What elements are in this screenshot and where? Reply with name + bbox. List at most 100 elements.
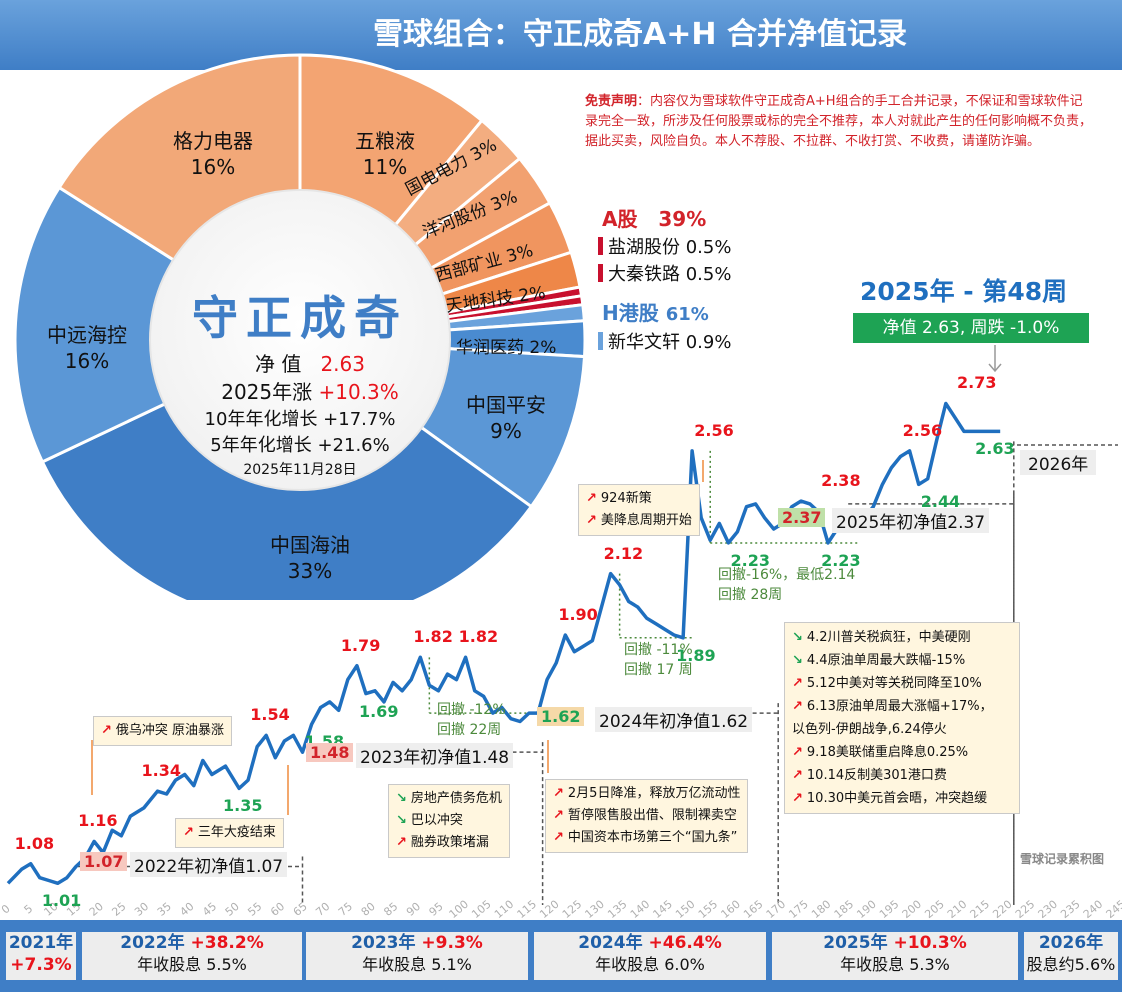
up-arrow-icon: ↗ (792, 676, 803, 691)
hold-xinhua: 新华文轩 0.9% (598, 328, 731, 354)
note-text: 美降息周期开始 (600, 513, 692, 528)
up-arrow-icon: ↗ (586, 491, 597, 506)
note-text: 俄乌冲突 原油暴涨 (115, 723, 225, 738)
year-dividend: 年收股息 5.5% (137, 955, 247, 974)
trough-label: 1.69 (358, 701, 399, 721)
x-tick-label: 130 (583, 898, 607, 920)
x-tick-label: 150 (673, 898, 697, 920)
note-text: 三年大疫结束 (197, 825, 276, 840)
baseline-badge-2025: 2.37 (778, 508, 826, 527)
x-tick-label: 30 (132, 900, 151, 919)
x-tick-label: 240 (1081, 898, 1105, 920)
hold-pct: 0.5% (685, 264, 732, 285)
trough-label: 2.63 (975, 439, 1015, 459)
baseline-2024: 2024年初净值1.62 (595, 707, 753, 732)
slice-name: 中国平安 (466, 393, 546, 417)
slice-name: 格力电器 (173, 129, 253, 153)
x-tick-label: 155 (696, 898, 720, 920)
x-tick-label: 170 (764, 898, 788, 920)
year-label: 2023年 (351, 933, 416, 953)
nav-line: 净 值 2.63 (200, 348, 420, 377)
x-tick-label: 110 (492, 898, 516, 920)
peak-label: 1.34 (141, 761, 181, 781)
note-ukraine: ↗ 俄乌冲突 原油暴涨 (93, 716, 233, 746)
year-dividend: 年收股息 5.1% (362, 955, 472, 974)
x-tick-label: 40 (177, 900, 196, 919)
slice-pct: 16% (190, 155, 236, 179)
ytd-value: +10.3% (318, 380, 399, 404)
disclaimer-text: ：内容仅为雪球软件守正成奇A+H组合的手工合并记录，不保证和雪球软件记录完全一致… (585, 94, 1093, 149)
slice-pct: 16% (64, 349, 110, 373)
baseline-badge-2024: 1.62 (537, 707, 585, 726)
red-marker (598, 237, 603, 255)
x-tick-label: 0 (0, 902, 13, 916)
x-tick-label: 135 (605, 898, 629, 920)
x-tick-label: 165 (741, 898, 765, 920)
x-tick-label: 220 (990, 898, 1014, 920)
x-tick-label: 50 (223, 900, 242, 919)
x-tick-label: 235 (1058, 898, 1082, 920)
year-2025: 2025年 +10.3% 年收股息 5.3% (772, 932, 1018, 980)
up-arrow-icon: ↗ (396, 835, 407, 850)
hold-name: 大秦铁路 (608, 264, 680, 285)
peak-label: 1.82 (413, 627, 453, 647)
x-tick-label: 145 (650, 898, 674, 920)
slice-pct: 9% (490, 419, 522, 443)
year-2021: 2021年 +7.3% (6, 932, 76, 980)
x-tick-label: 190 (854, 898, 878, 920)
year-pct: +10.3% (893, 933, 967, 953)
note-text: 中国资本市场第三个“国九条” (567, 830, 738, 845)
nav-label: 净 值 (255, 352, 302, 376)
note-text: 4.4原油单周最大跌幅-15% (806, 653, 966, 668)
x-tick-label: 120 (537, 898, 561, 920)
pie-label-huarun: 华润医药 2% (456, 333, 556, 358)
red-marker (598, 264, 603, 282)
note-text: 2月5日降准，释放万亿流动性 (567, 786, 741, 801)
x-tick-label: 65 (291, 900, 310, 919)
week-title: 2025年 - 第48周 (860, 277, 1068, 306)
x-tick-label: 5 (22, 902, 36, 916)
pullback-line1: 回撤-16%，最低2.14 (718, 567, 856, 583)
note-924: ↗ 924新策 ↗ 美降息周期开始 (578, 484, 700, 536)
year-2022: 2022年 +38.2% 年收股息 5.5% (82, 932, 302, 980)
h-share-label: H港股 (602, 301, 659, 325)
x-tick-label: 45 (200, 900, 219, 919)
x-tick-label: 85 (381, 900, 400, 919)
pullback-line1: 回撤 -11% (624, 642, 693, 658)
x-tick-label: 75 (336, 900, 355, 919)
pullback-2023: 回撤 -12% 回撤 22周 (437, 700, 506, 740)
note-text: 5.12中美对等关税同降至10% (806, 676, 982, 691)
hold-yanhu: 盐湖股份 0.5% (598, 233, 731, 259)
year-label: 2025年 (823, 933, 888, 953)
note-text: 融券政策堵漏 (410, 835, 489, 850)
year-pct: +38.2% (190, 933, 264, 953)
title-bar (0, 0, 1122, 70)
down-arrow-icon (988, 345, 1002, 373)
up-arrow-icon: ↗ (553, 830, 564, 845)
year-2026: 2026年 股息约5.6% (1024, 932, 1118, 980)
up-arrow-icon: ↗ (792, 791, 803, 806)
year-pct: +46.4% (648, 933, 722, 953)
up-arrow-icon: ↗ (101, 723, 112, 738)
peak-label: 2.56 (902, 420, 943, 440)
page-title: 雪球组合：守正成奇A+H 合并净值记录 (373, 17, 907, 52)
x-tick-label: 100 (447, 898, 471, 920)
year-pct: +7.3% (10, 955, 72, 975)
portfolio-name: 守正成奇 (192, 291, 408, 345)
down-arrow-icon: ↘ (792, 630, 803, 645)
year-2023: 2023年 +9.3% 年收股息 5.1% (306, 932, 528, 980)
down-arrow-icon: ↘ (396, 791, 407, 806)
x-tick-label: 80 (359, 900, 378, 919)
note-pandemic-end: ↗ 三年大疫结束 (175, 818, 284, 848)
cagr10: 10年年化增长 +17.7% (204, 409, 396, 430)
up-arrow-icon: ↗ (553, 786, 564, 801)
disclaimer-label: 免责声明 (585, 94, 638, 109)
note-text: 10.14反制美301港口费 (806, 768, 947, 783)
note-text: 9.18美联储重启降息0.25% (806, 745, 969, 760)
year-dividend: 股息约5.6% (1026, 955, 1116, 974)
year-dividend: 年收股息 6.0% (595, 955, 705, 974)
a-share-label: A股 (602, 207, 638, 231)
trough-label: 1.89 (676, 645, 716, 665)
x-tick-label: 205 (922, 898, 946, 920)
note-2024-policy: ↗ 2月5日降准，释放万亿流动性 ↗ 暂停限售股出借、限制裸卖空 ↗ 中国资本市场第三… (545, 779, 749, 853)
